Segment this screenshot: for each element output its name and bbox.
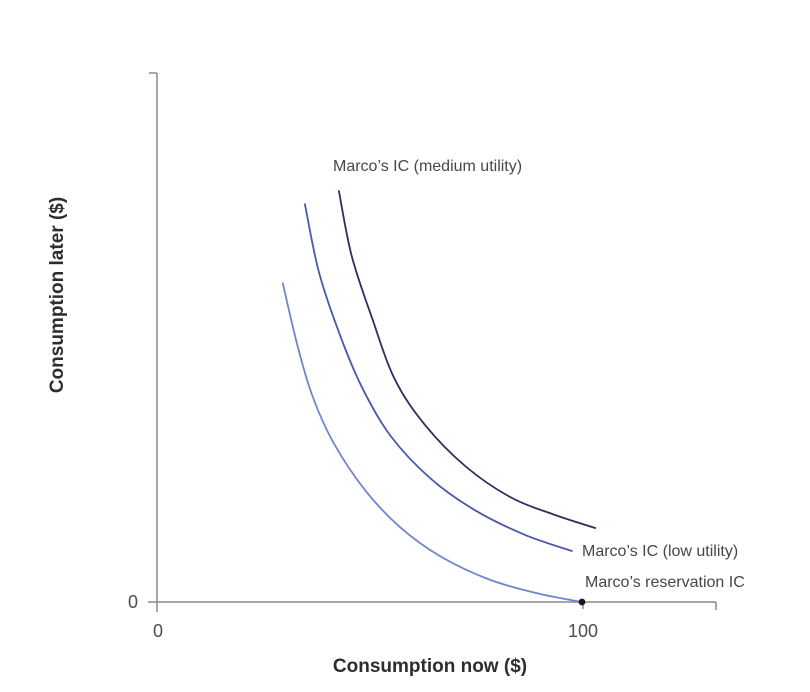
reservation-point-marker [578,598,586,606]
curve-label-medium-utility: Marco’s IC (medium utility) [333,158,523,175]
ic-curve-low-utility [304,203,573,552]
x-axis-title: Consumption now ($) [332,656,528,677]
y-axis-tick-label-0: 0 [127,592,138,612]
ic-curve-reservation [281,282,583,603]
curve-label-reservation: Marco’s reservation IC [585,574,745,591]
ic-curve-medium-utility [338,190,597,529]
indifference-curves-group [281,190,597,603]
curve-label-low-utility: Marco’s IC (low utility) [582,543,739,560]
y-axis-title: Consumption later ($) [47,196,68,394]
x-axis-tick-label-0: 0 [152,621,163,641]
x-axis-tick-label-100: 100 [567,621,599,641]
